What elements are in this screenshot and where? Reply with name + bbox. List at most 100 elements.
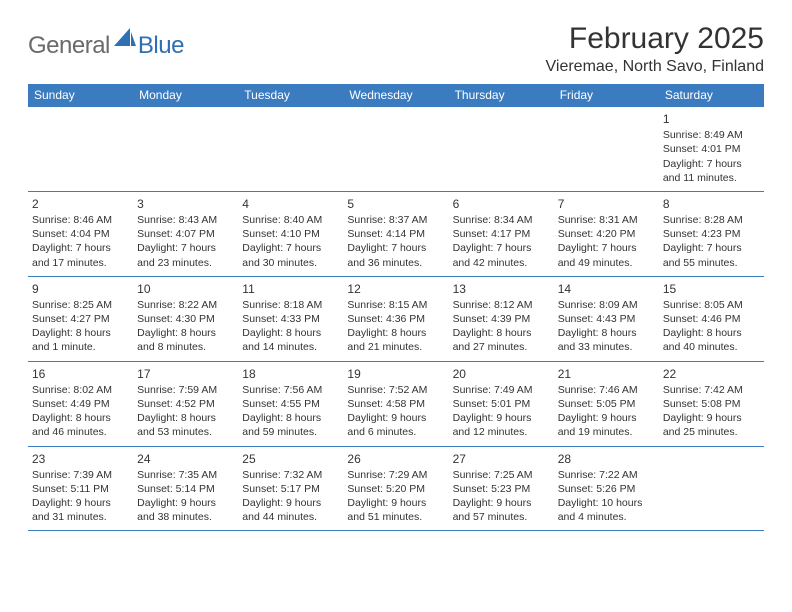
day-daylight1: Daylight: 7 hours <box>347 241 444 255</box>
day-daylight1: Daylight: 8 hours <box>242 326 339 340</box>
day-number: 19 <box>347 366 444 382</box>
day-cell: 3Sunrise: 8:43 AMSunset: 4:07 PMDaylight… <box>133 192 238 276</box>
day-daylight1: Daylight: 9 hours <box>137 496 234 510</box>
day-cell-empty <box>659 447 764 531</box>
day-sunset: Sunset: 5:20 PM <box>347 482 444 496</box>
week-row: 16Sunrise: 8:02 AMSunset: 4:49 PMDayligh… <box>28 362 764 447</box>
day-daylight2: and 40 minutes. <box>663 340 760 354</box>
day-sunrise: Sunrise: 8:15 AM <box>347 298 444 312</box>
day-sunset: Sunset: 4:20 PM <box>558 227 655 241</box>
day-sunset: Sunset: 5:26 PM <box>558 482 655 496</box>
day-number: 7 <box>558 196 655 212</box>
logo-text-blue: Blue <box>138 32 184 60</box>
day-sunrise: Sunrise: 7:29 AM <box>347 468 444 482</box>
day-sunrise: Sunrise: 7:59 AM <box>137 383 234 397</box>
logo: General Blue <box>28 22 184 63</box>
day-daylight1: Daylight: 7 hours <box>137 241 234 255</box>
day-sunset: Sunset: 4:36 PM <box>347 312 444 326</box>
day-number: 23 <box>32 451 129 467</box>
day-number: 24 <box>137 451 234 467</box>
day-number: 6 <box>453 196 550 212</box>
day-cell: 11Sunrise: 8:18 AMSunset: 4:33 PMDayligh… <box>238 277 343 361</box>
day-sunset: Sunset: 4:07 PM <box>137 227 234 241</box>
day-daylight1: Daylight: 8 hours <box>32 326 129 340</box>
day-daylight2: and 1 minute. <box>32 340 129 354</box>
day-daylight1: Daylight: 9 hours <box>453 411 550 425</box>
day-daylight2: and 19 minutes. <box>558 425 655 439</box>
day-sunrise: Sunrise: 8:43 AM <box>137 213 234 227</box>
day-sunrise: Sunrise: 7:35 AM <box>137 468 234 482</box>
day-number: 18 <box>242 366 339 382</box>
day-cell: 18Sunrise: 7:56 AMSunset: 4:55 PMDayligh… <box>238 362 343 446</box>
day-cell-empty <box>449 107 554 191</box>
day-daylight2: and 49 minutes. <box>558 256 655 270</box>
day-daylight2: and 23 minutes. <box>137 256 234 270</box>
day-daylight1: Daylight: 9 hours <box>453 496 550 510</box>
day-number: 11 <box>242 281 339 297</box>
day-sunset: Sunset: 4:04 PM <box>32 227 129 241</box>
day-sunset: Sunset: 5:11 PM <box>32 482 129 496</box>
day-sunset: Sunset: 4:46 PM <box>663 312 760 326</box>
day-daylight2: and 17 minutes. <box>32 256 129 270</box>
day-sunrise: Sunrise: 7:32 AM <box>242 468 339 482</box>
day-number: 20 <box>453 366 550 382</box>
day-sunset: Sunset: 4:49 PM <box>32 397 129 411</box>
day-sunrise: Sunrise: 7:46 AM <box>558 383 655 397</box>
day-sunset: Sunset: 5:14 PM <box>137 482 234 496</box>
day-sunrise: Sunrise: 8:31 AM <box>558 213 655 227</box>
dow-cell: Thursday <box>449 84 554 107</box>
day-sunrise: Sunrise: 7:39 AM <box>32 468 129 482</box>
day-daylight1: Daylight: 7 hours <box>663 157 760 171</box>
day-sunrise: Sunrise: 8:37 AM <box>347 213 444 227</box>
week-row: 9Sunrise: 8:25 AMSunset: 4:27 PMDaylight… <box>28 277 764 362</box>
day-cell: 26Sunrise: 7:29 AMSunset: 5:20 PMDayligh… <box>343 447 448 531</box>
day-daylight1: Daylight: 7 hours <box>663 241 760 255</box>
day-sunset: Sunset: 4:10 PM <box>242 227 339 241</box>
day-daylight2: and 33 minutes. <box>558 340 655 354</box>
day-daylight2: and 57 minutes. <box>453 510 550 524</box>
day-daylight2: and 8 minutes. <box>137 340 234 354</box>
day-daylight2: and 25 minutes. <box>663 425 760 439</box>
calendar-grid: SundayMondayTuesdayWednesdayThursdayFrid… <box>28 84 764 531</box>
day-sunrise: Sunrise: 7:52 AM <box>347 383 444 397</box>
day-cell: 10Sunrise: 8:22 AMSunset: 4:30 PMDayligh… <box>133 277 238 361</box>
day-sunset: Sunset: 4:17 PM <box>453 227 550 241</box>
day-daylight2: and 30 minutes. <box>242 256 339 270</box>
day-daylight2: and 6 minutes. <box>347 425 444 439</box>
day-number: 12 <box>347 281 444 297</box>
day-cell: 28Sunrise: 7:22 AMSunset: 5:26 PMDayligh… <box>554 447 659 531</box>
day-daylight1: Daylight: 9 hours <box>32 496 129 510</box>
day-sunrise: Sunrise: 8:22 AM <box>137 298 234 312</box>
day-cell: 4Sunrise: 8:40 AMSunset: 4:10 PMDaylight… <box>238 192 343 276</box>
day-daylight1: Daylight: 7 hours <box>558 241 655 255</box>
day-daylight2: and 27 minutes. <box>453 340 550 354</box>
day-cell-empty <box>238 107 343 191</box>
day-daylight1: Daylight: 8 hours <box>453 326 550 340</box>
dow-cell: Sunday <box>28 84 133 107</box>
day-cell: 15Sunrise: 8:05 AMSunset: 4:46 PMDayligh… <box>659 277 764 361</box>
day-cell: 21Sunrise: 7:46 AMSunset: 5:05 PMDayligh… <box>554 362 659 446</box>
week-row: 1Sunrise: 8:49 AMSunset: 4:01 PMDaylight… <box>28 107 764 192</box>
day-sunset: Sunset: 4:39 PM <box>453 312 550 326</box>
day-sunrise: Sunrise: 8:05 AM <box>663 298 760 312</box>
week-row: 23Sunrise: 7:39 AMSunset: 5:11 PMDayligh… <box>28 447 764 532</box>
day-number: 16 <box>32 366 129 382</box>
day-daylight2: and 44 minutes. <box>242 510 339 524</box>
day-daylight2: and 14 minutes. <box>242 340 339 354</box>
day-number: 8 <box>663 196 760 212</box>
day-cell-empty <box>343 107 448 191</box>
day-cell: 13Sunrise: 8:12 AMSunset: 4:39 PMDayligh… <box>449 277 554 361</box>
weeks-container: 1Sunrise: 8:49 AMSunset: 4:01 PMDaylight… <box>28 107 764 531</box>
day-sunrise: Sunrise: 8:25 AM <box>32 298 129 312</box>
day-number: 26 <box>347 451 444 467</box>
day-number: 17 <box>137 366 234 382</box>
day-daylight2: and 46 minutes. <box>32 425 129 439</box>
day-sunrise: Sunrise: 8:34 AM <box>453 213 550 227</box>
day-number: 14 <box>558 281 655 297</box>
day-daylight1: Daylight: 9 hours <box>242 496 339 510</box>
day-daylight1: Daylight: 8 hours <box>347 326 444 340</box>
logo-text-general: General <box>28 32 110 60</box>
day-sunrise: Sunrise: 7:25 AM <box>453 468 550 482</box>
day-daylight2: and 53 minutes. <box>137 425 234 439</box>
day-daylight1: Daylight: 9 hours <box>558 411 655 425</box>
